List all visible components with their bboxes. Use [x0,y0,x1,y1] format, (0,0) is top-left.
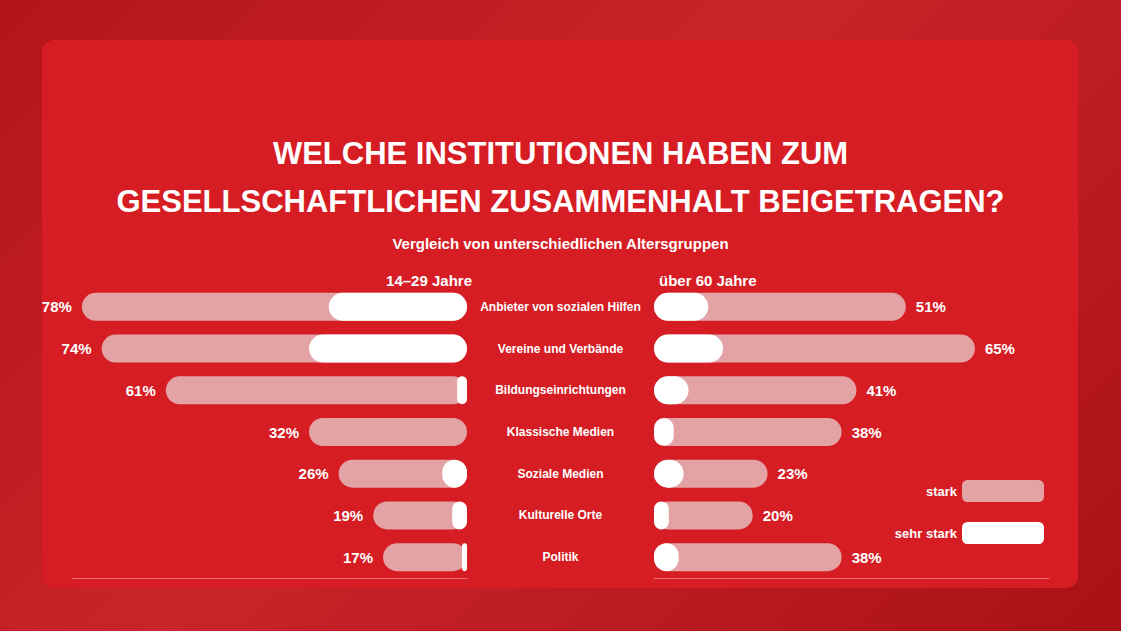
svg-text:65%: 65% [985,340,1015,357]
svg-text:Anbieter von sozialen Hilfen: Anbieter von sozialen Hilfen [480,300,641,314]
svg-text:WELCHE INSTITUTIONEN HABEN ZUM: WELCHE INSTITUTIONEN HABEN ZUM [273,136,848,171]
svg-text:Kulturelle Orte: Kulturelle Orte [519,508,603,522]
svg-text:78%: 78% [42,298,72,315]
svg-text:sehr stark: sehr stark [895,526,958,541]
svg-text:19%: 19% [333,507,363,524]
svg-text:Klassische Medien: Klassische Medien [507,425,614,439]
svg-text:38%: 38% [852,424,882,441]
svg-text:GESELLSCHAFTLICHEN ZUSAMMENHAL: GESELLSCHAFTLICHEN ZUSAMMENHALT BEIGETRA… [116,184,1004,219]
svg-text:Politik: Politik [542,550,578,564]
svg-text:51%: 51% [916,298,946,315]
svg-text:41%: 41% [866,382,896,399]
svg-text:über 60 Jahre: über 60 Jahre [659,272,757,289]
svg-text:14–29 Jahre: 14–29 Jahre [386,272,472,289]
svg-text:23%: 23% [778,465,808,482]
svg-text:38%: 38% [852,549,882,566]
svg-text:Bildungseinrichtungen: Bildungseinrichtungen [495,383,626,397]
svg-text:32%: 32% [269,424,299,441]
svg-text:17%: 17% [343,549,373,566]
svg-text:26%: 26% [299,465,329,482]
svg-text:61%: 61% [126,382,156,399]
svg-text:Soziale Medien: Soziale Medien [517,467,603,481]
svg-text:74%: 74% [62,340,92,357]
svg-text:Vereine und Verbände: Vereine und Verbände [498,342,624,356]
svg-text:20%: 20% [763,507,793,524]
svg-text:stark: stark [926,484,958,499]
svg-text:Vergleich von unterschiedliche: Vergleich von unterschiedlichen Altersgr… [392,235,728,252]
